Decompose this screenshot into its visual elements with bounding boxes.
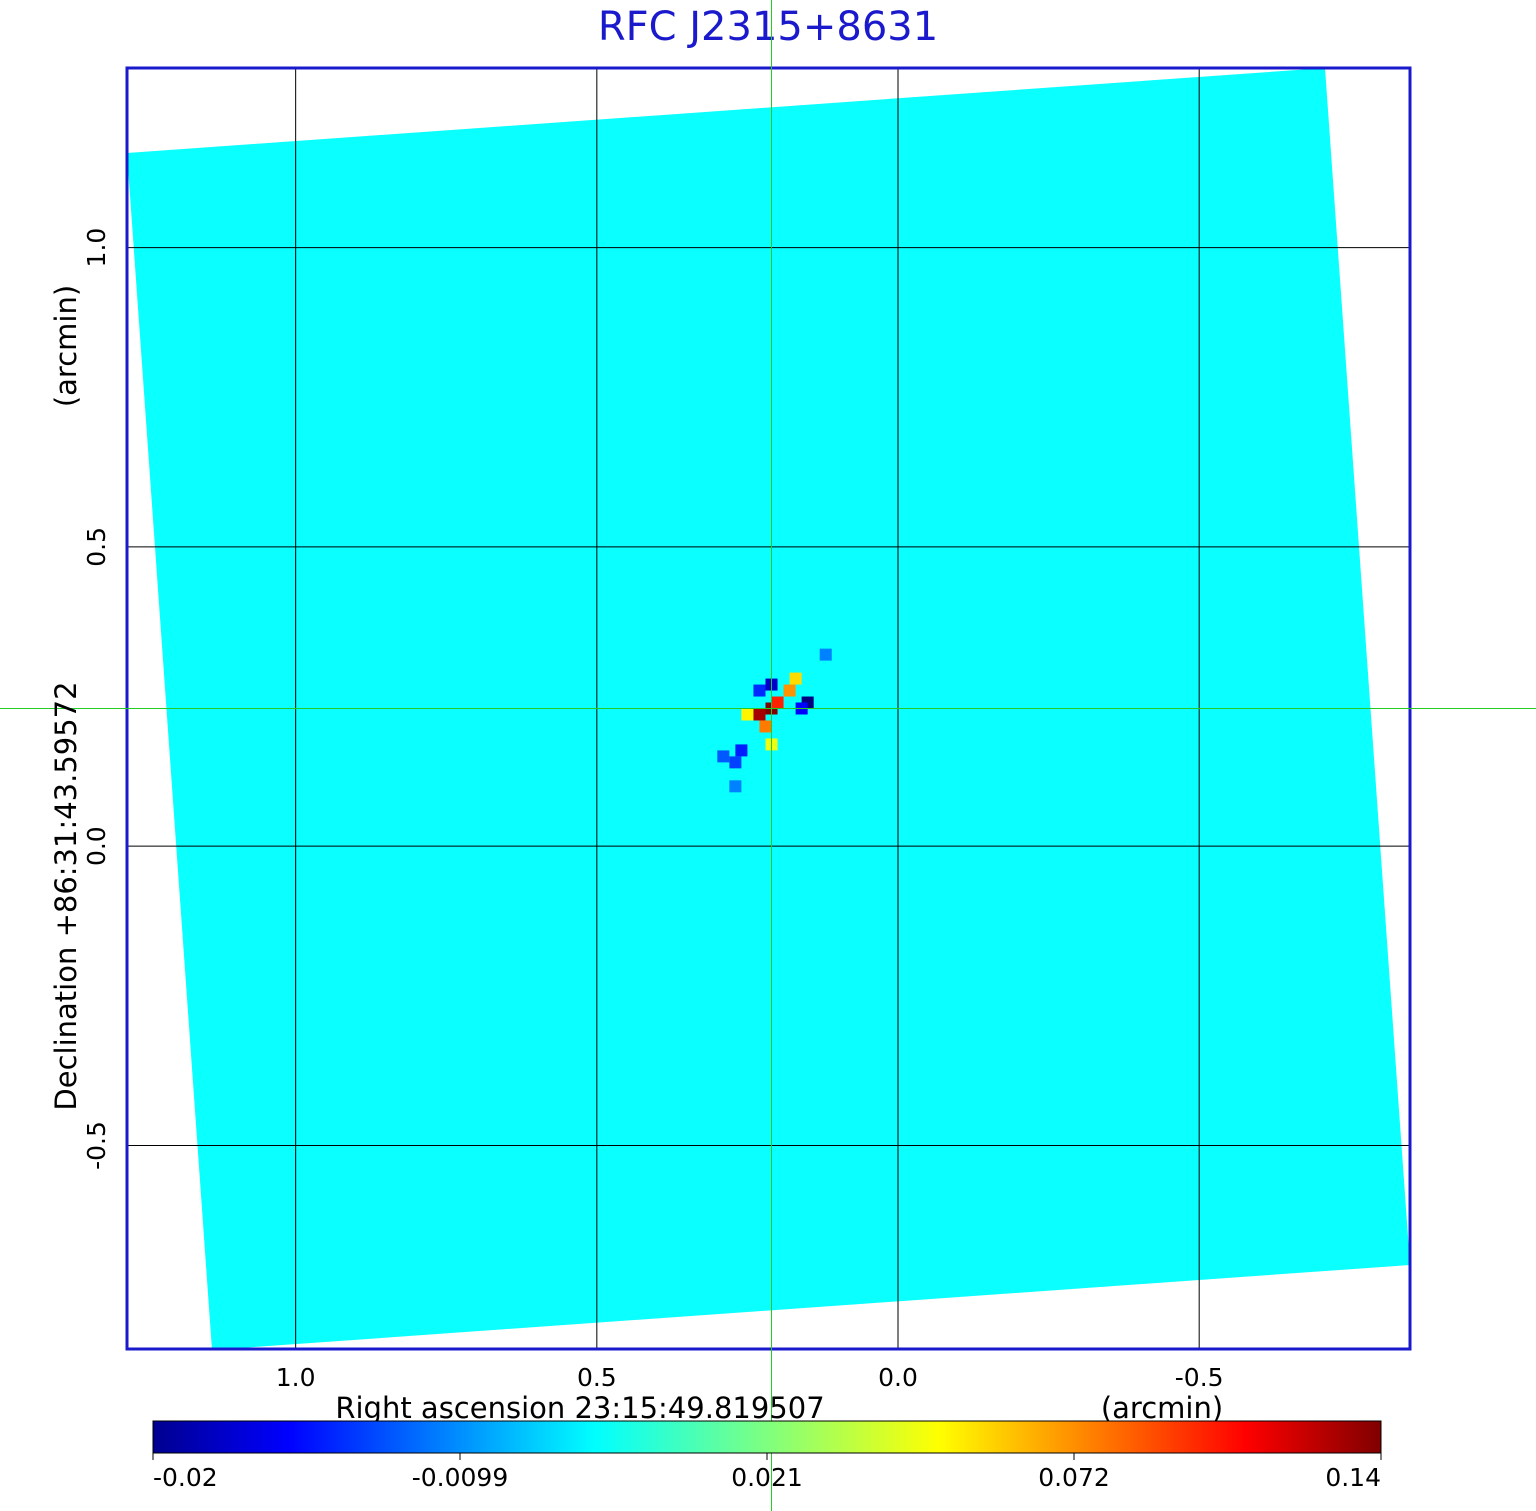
y-axis-label: Declination +86:31:43.59572 — [49, 681, 83, 1110]
colorbar-tick-label: -0.02 — [153, 1463, 218, 1492]
x-tick-label: 0.5 — [577, 1363, 617, 1392]
source-pixel — [783, 684, 796, 697]
y-tick-label: 0.0 — [82, 826, 111, 866]
x-axis-label: Right ascension 23:15:49.819507 — [335, 1391, 824, 1425]
y-tick-label: -0.5 — [82, 1121, 111, 1170]
source-pixel — [819, 648, 832, 661]
colorbar-tick-label: -0.0099 — [412, 1463, 509, 1492]
y-tick-label: 0.5 — [82, 527, 111, 567]
x-tick-label: 1.0 — [276, 1363, 316, 1392]
source-pixel — [717, 750, 730, 763]
source-pixel — [753, 708, 766, 721]
y-axis-ticks: 1.0 0.5 0.0 -0.5 — [82, 228, 111, 1170]
source-pixel — [771, 696, 784, 709]
x-axis-unit: (arcmin) — [1101, 1391, 1223, 1425]
source-pixel — [753, 684, 766, 697]
source-pixel — [789, 672, 802, 685]
chart-title: RFC J2315+8631 — [598, 4, 938, 50]
source-pixel — [729, 780, 742, 793]
colorbar-tick-label: 0.072 — [1038, 1463, 1110, 1492]
source-pixel — [735, 744, 748, 757]
colorbar-tick-label: 0.14 — [1325, 1463, 1381, 1492]
source-pixel — [741, 708, 754, 721]
x-axis-ticks: 1.0 0.5 0.0 -0.5 — [276, 1363, 1224, 1392]
y-tick-label: 1.0 — [82, 228, 111, 268]
colorbar-ticks: -0.02 -0.0099 0.021 0.072 0.14 — [152, 1453, 1382, 1492]
y-axis-unit: (arcmin) — [49, 285, 83, 407]
source-pixel — [759, 720, 772, 733]
colorbar — [152, 1420, 1382, 1454]
source-pixel — [729, 756, 742, 769]
x-tick-label: 0.0 — [878, 1363, 918, 1392]
x-tick-label: -0.5 — [1175, 1363, 1224, 1392]
colorbar-tick-label: 0.021 — [731, 1463, 803, 1492]
